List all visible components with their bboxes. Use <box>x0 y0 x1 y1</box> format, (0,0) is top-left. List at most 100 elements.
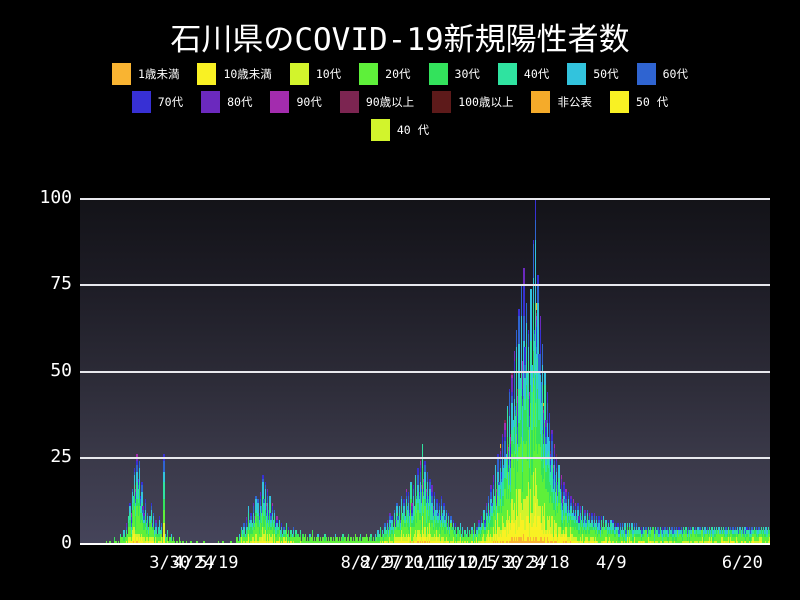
bar-segment <box>516 357 518 403</box>
bar-column <box>617 523 619 544</box>
bar-segment <box>518 447 520 489</box>
bar-segment <box>606 526 608 531</box>
legend-item[interactable]: 10歳未満 <box>197 63 272 85</box>
bar-column <box>492 475 494 544</box>
bar-segment <box>715 533 718 541</box>
bar-segment <box>721 537 724 541</box>
bar-segment <box>459 530 462 534</box>
bar-segment <box>600 530 603 541</box>
bar-segment <box>755 537 758 541</box>
legend-item[interactable]: 80代 <box>201 91 252 113</box>
bar-segment <box>245 523 248 527</box>
legend-item[interactable]: 40代 <box>497 63 549 85</box>
legend-item[interactable]: 40 代 <box>370 119 429 141</box>
bar-segment <box>278 523 281 527</box>
legend-item[interactable]: 10代 <box>289 63 341 85</box>
legend-item[interactable]: 1歳未満 <box>112 63 179 85</box>
bar-segment <box>163 471 165 482</box>
bar-segment <box>640 526 643 531</box>
bar-column <box>565 488 567 544</box>
bar-segment <box>429 481 431 489</box>
bar-column <box>477 530 479 544</box>
legend-item[interactable]: 90代 <box>270 91 322 113</box>
bar-segment <box>439 540 442 544</box>
legend-item[interactable]: 30代 <box>428 63 480 85</box>
legend-item[interactable]: 20代 <box>359 63 411 85</box>
bar-column <box>605 519 607 544</box>
bar-column <box>604 526 606 544</box>
bar-segment <box>440 540 443 544</box>
bar-segment <box>577 540 579 544</box>
bar-segment <box>546 464 549 493</box>
bar-segment <box>270 540 272 544</box>
bar-segment <box>142 509 144 514</box>
bar-segment <box>641 530 644 534</box>
bar-segment <box>138 461 141 469</box>
bar-segment <box>628 537 631 541</box>
x-axis-tick-label: 9/21 <box>383 553 425 573</box>
bar-column <box>603 516 605 544</box>
bar-segment <box>577 502 579 507</box>
bar-segment <box>559 537 561 544</box>
bar-segment <box>161 530 163 534</box>
bar-column <box>587 519 590 544</box>
legend-item[interactable]: 50 代 <box>609 91 668 113</box>
legend-item[interactable]: 100歳以上 <box>432 91 513 113</box>
bar-segment <box>540 530 543 538</box>
bar-segment <box>605 519 607 524</box>
bar-segment <box>302 533 304 538</box>
bar-segment <box>406 540 409 544</box>
bar-segment <box>603 540 605 544</box>
bar-column <box>395 519 397 544</box>
legend-item[interactable]: 70代 <box>131 91 183 113</box>
bar-segment <box>573 513 576 517</box>
bar-segment <box>365 533 368 544</box>
bar-column <box>496 488 498 544</box>
bar-segment <box>730 526 732 531</box>
bar-segment <box>384 530 386 534</box>
bar-segment <box>403 540 405 544</box>
bar-segment <box>545 533 547 544</box>
bar-segment <box>259 540 262 544</box>
legend-color-swatch <box>201 91 221 113</box>
bar-segment <box>541 506 544 531</box>
bar-segment <box>490 506 492 520</box>
bar-segment <box>391 516 393 520</box>
bar-segment <box>432 509 435 514</box>
legend-item[interactable]: 非公表 <box>531 91 592 113</box>
bar-column <box>284 530 286 544</box>
bar-column <box>759 530 761 544</box>
bar-segment <box>561 533 564 538</box>
bar-segment <box>497 540 499 544</box>
bar-segment <box>509 392 511 417</box>
legend-item[interactable]: 50代 <box>567 63 619 85</box>
bar-segment <box>266 495 269 503</box>
bar-segment <box>482 530 484 538</box>
bar-column <box>276 516 278 544</box>
bar-segment <box>398 513 400 520</box>
bar-segment <box>243 537 245 541</box>
bar-segment <box>737 530 739 534</box>
bar-segment <box>268 526 270 531</box>
bar-segment <box>185 540 188 544</box>
bar-column <box>503 464 505 544</box>
legend-item[interactable]: 90歳以上 <box>339 91 414 113</box>
bar-segment <box>405 492 407 496</box>
bar-segment <box>413 540 416 544</box>
bar-segment <box>512 426 514 444</box>
bar-segment <box>265 502 268 507</box>
bar-segment <box>568 537 571 541</box>
bar-segment <box>514 454 517 489</box>
bar-segment <box>755 533 758 538</box>
bar-segment <box>396 526 398 538</box>
bar-segment <box>134 506 136 527</box>
bar-segment <box>559 499 561 510</box>
bar-column <box>525 302 527 544</box>
bar-segment <box>553 519 556 531</box>
bar-segment <box>420 537 423 541</box>
bar-column <box>256 509 258 544</box>
bar-segment <box>511 440 513 455</box>
bar-segment <box>581 540 584 544</box>
bar-segment <box>650 537 652 541</box>
legend-item[interactable]: 60代 <box>636 63 688 85</box>
